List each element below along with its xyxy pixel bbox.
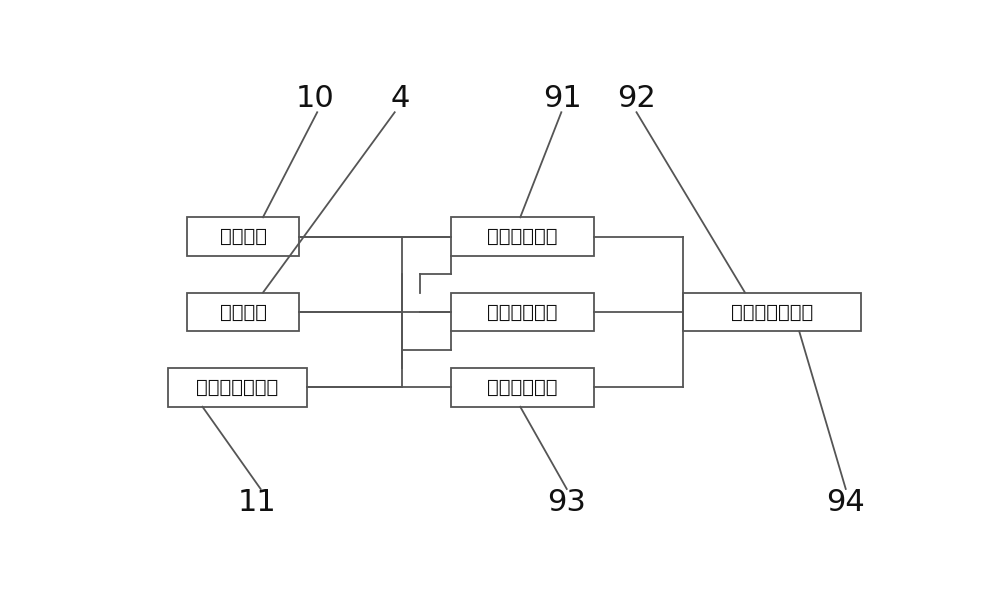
FancyBboxPatch shape — [683, 292, 861, 331]
Text: 第一与门电路: 第一与门电路 — [487, 227, 557, 246]
Text: 92: 92 — [617, 84, 656, 113]
FancyBboxPatch shape — [450, 292, 594, 331]
Text: 94: 94 — [826, 488, 865, 517]
Text: 分闸电路: 分闸电路 — [220, 302, 267, 321]
FancyBboxPatch shape — [168, 368, 307, 407]
FancyBboxPatch shape — [450, 368, 594, 407]
Text: 第二与门电路: 第二与门电路 — [487, 302, 557, 321]
Text: 三输入或门电路: 三输入或门电路 — [731, 302, 813, 321]
Text: 10: 10 — [296, 84, 334, 113]
Text: 4: 4 — [390, 84, 410, 113]
Text: 第三与门电路: 第三与门电路 — [487, 378, 557, 397]
FancyBboxPatch shape — [450, 217, 594, 256]
Text: 11: 11 — [237, 488, 276, 517]
FancyBboxPatch shape — [187, 217, 299, 256]
Text: 高低限输出电路: 高低限输出电路 — [196, 378, 278, 397]
Text: 91: 91 — [544, 84, 582, 113]
Text: 93: 93 — [547, 488, 586, 517]
FancyBboxPatch shape — [187, 292, 299, 331]
Text: 非门电路: 非门电路 — [220, 227, 267, 246]
